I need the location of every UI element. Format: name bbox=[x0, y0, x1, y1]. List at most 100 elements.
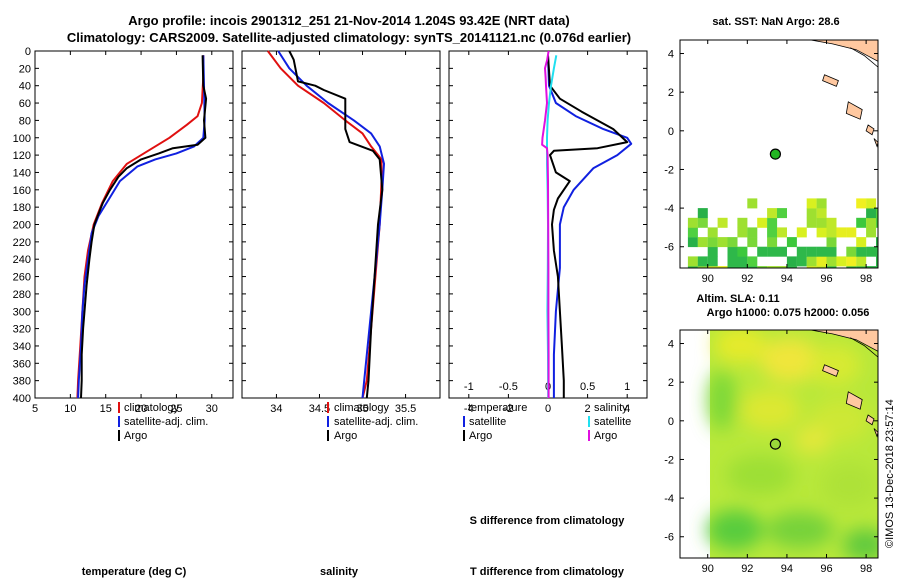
legend-label-satellite: satellite-adj. clim. bbox=[334, 416, 418, 428]
y-tick-label: 100 bbox=[13, 133, 31, 145]
sla-map-title-line1: Altim. SLA: 0.11 bbox=[696, 293, 779, 305]
sla-map-frame bbox=[679, 329, 879, 559]
sst-cell bbox=[697, 256, 708, 267]
difference-legend-temperature: temperature satellite Argo bbox=[463, 402, 527, 442]
salinity-xlabel: salinity bbox=[320, 566, 359, 578]
series-line-argo bbox=[80, 55, 208, 399]
y-tick-label: 120 bbox=[13, 150, 31, 162]
sst-cell bbox=[796, 246, 807, 257]
map-y-tick-label: -4 bbox=[664, 493, 674, 505]
sst-cell bbox=[806, 208, 817, 219]
map-y-tick-label: -4 bbox=[664, 203, 674, 215]
imos-timestamp: ©IMOS 13-Dec-2018 23:57:14 bbox=[884, 399, 896, 548]
sst-cell bbox=[856, 217, 867, 228]
sst-cell bbox=[737, 246, 748, 257]
map-y-tick-label: 2 bbox=[668, 377, 674, 389]
sst-cell bbox=[747, 237, 758, 248]
map-y-tick-label: 0 bbox=[668, 416, 674, 428]
sst-cell bbox=[866, 227, 877, 238]
series-line-climatology bbox=[76, 55, 205, 399]
sst-cell bbox=[767, 246, 778, 257]
figure-title-line2: Climatology: CARS2009. Satellite-adjuste… bbox=[67, 30, 631, 45]
sst-cell bbox=[826, 237, 837, 248]
argo-position-marker bbox=[769, 438, 782, 450]
sst-cell bbox=[816, 217, 827, 228]
temperature-panel: 0 20 40 60 80 100 120 140 160 180 200 220 240 260 280 3… bbox=[13, 46, 234, 578]
y-tick-label: 300 bbox=[13, 306, 31, 318]
sst-cell bbox=[717, 217, 728, 228]
salinity-legend: climatology satellite-adj. clim. Argo bbox=[327, 402, 418, 442]
legend-label-s-satellite: satellite bbox=[594, 416, 631, 428]
sst-cell bbox=[876, 246, 878, 257]
sst-cell bbox=[816, 227, 827, 238]
sst-cell bbox=[846, 266, 857, 268]
y-tick-label: 240 bbox=[13, 254, 31, 266]
sst-cell bbox=[777, 266, 787, 268]
y-tick-label: 340 bbox=[13, 341, 31, 353]
y-tick-label: 400 bbox=[13, 393, 31, 405]
sumatra-coastline bbox=[810, 40, 878, 62]
series-line-satellite-adj-clim- bbox=[277, 50, 385, 399]
sst-cell bbox=[806, 246, 817, 257]
difference-top-xlabel: S difference from climatology bbox=[470, 515, 626, 527]
y-tick-label: 280 bbox=[13, 289, 31, 301]
sst-cell bbox=[866, 198, 877, 209]
sst-cell bbox=[737, 217, 748, 228]
series-line-argo bbox=[288, 50, 384, 399]
sst-cell bbox=[727, 237, 738, 248]
sst-cell bbox=[786, 237, 797, 248]
sst-cell bbox=[806, 256, 817, 267]
map-y-tick-label: 4 bbox=[668, 49, 674, 61]
legend-title-salinity: salinity bbox=[594, 402, 628, 414]
sst-cell bbox=[687, 237, 698, 248]
legend-label-climatology: climatology bbox=[334, 402, 390, 414]
x-tick-label: 2 bbox=[585, 403, 591, 415]
x-tick-label: -2 bbox=[504, 403, 514, 415]
legend-label-t-satellite: satellite bbox=[469, 416, 506, 428]
sst-cell bbox=[826, 217, 837, 228]
sst-cell bbox=[777, 208, 787, 219]
x-tick-label: -4 bbox=[464, 403, 474, 415]
legend-label-satellite: satellite-adj. clim. bbox=[124, 416, 208, 428]
top-x-tick-label: -0.5 bbox=[499, 381, 518, 393]
y-tick-label: 160 bbox=[13, 185, 31, 197]
y-tick-label: 20 bbox=[19, 63, 31, 75]
sst-cell bbox=[856, 237, 867, 248]
sla-map-panel: Altim. SLA: 0.11 Argo h1000: 0.075 h2000… bbox=[664, 293, 879, 575]
series-line-t-argo bbox=[547, 55, 629, 398]
map-x-tick-label: 96 bbox=[820, 273, 832, 285]
sst-cell bbox=[767, 217, 778, 228]
island bbox=[865, 124, 875, 136]
sst-cell bbox=[876, 237, 878, 248]
map-x-tick-label: 94 bbox=[781, 563, 793, 575]
sst-cell bbox=[876, 266, 878, 268]
sst-cell bbox=[727, 256, 738, 267]
sst-cell bbox=[727, 246, 738, 257]
sst-cell bbox=[806, 217, 817, 228]
sst-cell bbox=[866, 208, 877, 219]
sst-cell bbox=[767, 266, 778, 268]
sst-cell bbox=[876, 217, 878, 228]
sst-cell bbox=[816, 208, 827, 219]
series-line-climatology bbox=[266, 50, 383, 399]
series-line-satellite-adj-clim- bbox=[77, 55, 206, 399]
top-x-tick-label: -1 bbox=[464, 381, 474, 393]
legend-label-argo: Argo bbox=[124, 430, 147, 442]
x-tick-label: 25 bbox=[170, 403, 182, 415]
series-line-t-satellite bbox=[547, 55, 633, 398]
y-tick-label: 80 bbox=[19, 115, 31, 127]
map-y-tick-label: -2 bbox=[664, 164, 674, 176]
y-tick-label: 380 bbox=[13, 376, 31, 388]
legend-label-climatology: climatology bbox=[124, 402, 180, 414]
sst-cell bbox=[747, 227, 758, 238]
sst-cell bbox=[717, 266, 728, 268]
map-y-tick-label: -2 bbox=[664, 454, 674, 466]
top-x-tick-label: 1 bbox=[624, 381, 630, 393]
sst-cell bbox=[826, 227, 837, 238]
sst-cell bbox=[806, 266, 817, 268]
sst-cell bbox=[836, 256, 847, 267]
sst-cell bbox=[836, 227, 847, 238]
sst-cell bbox=[816, 266, 827, 268]
difference-legend-salinity: salinity satellite Argo bbox=[588, 402, 631, 442]
